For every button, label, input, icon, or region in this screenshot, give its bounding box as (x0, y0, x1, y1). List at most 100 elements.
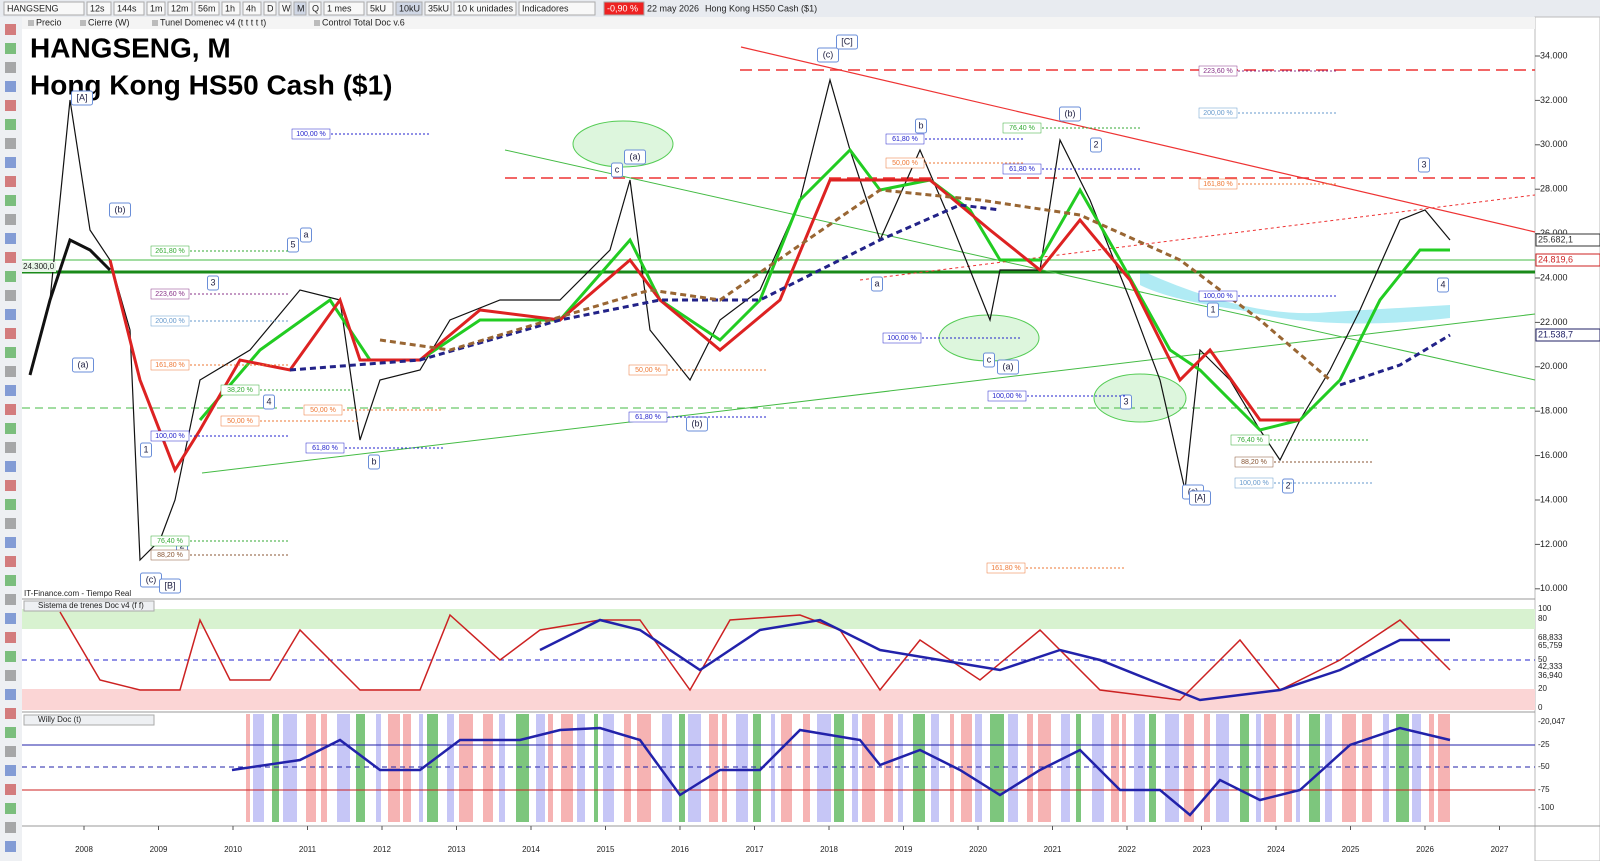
tool-icon[interactable] (5, 385, 16, 396)
toolbar-button[interactable] (308, 1, 322, 16)
price-label: 26.000 (1540, 228, 1568, 238)
tool-icon[interactable] (5, 347, 16, 358)
tool-icon[interactable] (5, 24, 16, 35)
toolbar-label[interactable]: 12s (90, 3, 105, 13)
tool-icon[interactable] (5, 537, 16, 548)
tool-icon[interactable] (5, 81, 16, 92)
tool-icon[interactable] (5, 195, 16, 206)
toolbar-button[interactable] (146, 1, 166, 16)
signal-bar (898, 714, 903, 822)
tool-icon[interactable] (5, 613, 16, 624)
toolbar-label[interactable]: 1 mes (327, 3, 352, 13)
toolbar-label[interactable]: 56m (198, 3, 216, 13)
tool-icon[interactable] (5, 442, 16, 453)
wave-box (159, 578, 181, 594)
toolbar-label[interactable]: 35kU (428, 3, 449, 13)
toolbar-label[interactable]: 12m (171, 3, 189, 13)
tool-icon[interactable] (5, 594, 16, 605)
wave-label: 3 (1123, 396, 1128, 406)
toolbar-button[interactable] (167, 1, 193, 16)
tool-icon[interactable] (5, 252, 16, 263)
tool-icon[interactable] (5, 632, 16, 643)
tool-icon[interactable] (5, 670, 16, 681)
signal-bar (1309, 714, 1320, 822)
tool-icon[interactable] (5, 366, 16, 377)
toolbar-label[interactable]: 144s (117, 3, 137, 13)
legend-bar (22, 17, 1535, 29)
tool-icon[interactable] (5, 176, 16, 187)
toolbar-button[interactable] (395, 1, 423, 16)
tool-icon[interactable] (5, 461, 16, 472)
toolbar-label[interactable]: 10 k unidades (457, 3, 514, 13)
tool-icon[interactable] (5, 480, 16, 491)
toolbar-label[interactable]: Indicadores (522, 3, 569, 13)
toolbar-label[interactable]: 1h (225, 3, 235, 13)
toolbar-label[interactable]: HANGSENG (7, 3, 59, 13)
tool-icon[interactable] (5, 765, 16, 776)
toolbar-label[interactable]: W (282, 3, 291, 13)
tool-icon[interactable] (5, 746, 16, 757)
tool-icon[interactable] (5, 784, 16, 795)
tool-icon[interactable] (5, 404, 16, 415)
price-label: 30.000 (1540, 139, 1568, 149)
tool-icon[interactable] (5, 651, 16, 662)
toolbar-button[interactable] (323, 1, 365, 16)
toolbar-label[interactable]: M (297, 3, 305, 13)
year-label: 2018 (820, 845, 838, 854)
tool-icon[interactable] (5, 423, 16, 434)
tool-icon[interactable] (5, 518, 16, 529)
wave-box (1189, 490, 1211, 506)
toolbar-label[interactable]: 1m (150, 3, 163, 13)
toolbar-label[interactable]: D (267, 3, 274, 13)
legend-item: Control Total Doc v.6 (322, 17, 405, 27)
signal-bar (803, 714, 810, 822)
fib-label: 261,80 % (155, 248, 185, 255)
tool-icon[interactable] (5, 841, 16, 852)
oversold-band (22, 689, 1535, 710)
tool-icon[interactable] (5, 309, 16, 320)
tool-icon[interactable] (5, 138, 16, 149)
tool-icon[interactable] (5, 119, 16, 130)
tool-icon[interactable] (5, 62, 16, 73)
tool-icon[interactable] (5, 43, 16, 54)
tool-icon[interactable] (5, 575, 16, 586)
wave-box (1437, 277, 1449, 293)
toolbar-label[interactable]: 5kU (370, 3, 386, 13)
toolbar-button[interactable] (263, 1, 277, 16)
tool-icon[interactable] (5, 499, 16, 510)
tool-icon[interactable] (5, 556, 16, 567)
toolbar-button[interactable] (242, 1, 262, 16)
toolbar-button[interactable] (86, 1, 112, 16)
source: IT-Finance.com - Tiempo Real (24, 589, 131, 598)
tool-icon[interactable] (5, 803, 16, 814)
toolbar-button[interactable] (366, 1, 394, 16)
toolbar-label[interactable]: 4h (246, 3, 256, 13)
tool-icon[interactable] (5, 157, 16, 168)
tool-icon[interactable] (5, 328, 16, 339)
toolbar-button[interactable] (518, 1, 596, 16)
toolbar-button[interactable] (3, 1, 85, 16)
toolbar-button[interactable] (424, 1, 452, 16)
toolbar-button[interactable] (453, 1, 517, 16)
fib-label: 200,00 % (1203, 110, 1233, 117)
tool-icon[interactable] (5, 290, 16, 301)
tool-icon[interactable] (5, 271, 16, 282)
toolbar-button[interactable] (194, 1, 220, 16)
tool-icon[interactable] (5, 233, 16, 244)
wave-box (611, 162, 623, 178)
signal-bar (403, 714, 411, 822)
tool-icon[interactable] (5, 727, 16, 738)
tool-icon[interactable] (5, 689, 16, 700)
toolbar-label[interactable]: 10kU (399, 3, 420, 13)
tool-icon[interactable] (5, 100, 16, 111)
toolbar-label[interactable]: Q (312, 3, 319, 13)
toolbar-button[interactable] (221, 1, 241, 16)
signal-bar (688, 714, 701, 822)
tool-icon[interactable] (5, 822, 16, 833)
tool-icon[interactable] (5, 214, 16, 225)
toolbar-button[interactable] (278, 1, 292, 16)
toolbar-button[interactable] (113, 1, 145, 16)
wave-label: b (371, 456, 376, 466)
tool-icon[interactable] (5, 708, 16, 719)
toolbar-button[interactable] (293, 1, 307, 16)
